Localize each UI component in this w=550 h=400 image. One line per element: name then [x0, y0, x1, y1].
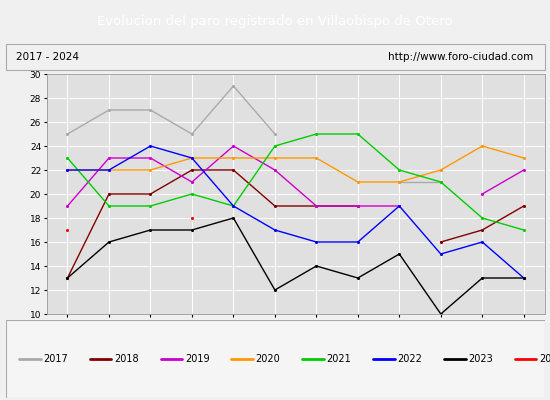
- Text: 2021: 2021: [327, 354, 351, 364]
- Text: 2017: 2017: [43, 354, 68, 364]
- Text: 2024: 2024: [539, 354, 550, 364]
- Text: 2020: 2020: [256, 354, 280, 364]
- Text: 2019: 2019: [185, 354, 210, 364]
- Text: Evolucion del paro registrado en Villaobispo de Otero: Evolucion del paro registrado en Villaob…: [97, 15, 453, 28]
- Text: 2018: 2018: [114, 354, 139, 364]
- Bar: [6, 44, 544, 70]
- Text: 2022: 2022: [398, 354, 422, 364]
- Text: 2023: 2023: [468, 354, 493, 364]
- Text: 2017 - 2024: 2017 - 2024: [16, 52, 80, 62]
- Text: http://www.foro-ciudad.com: http://www.foro-ciudad.com: [388, 52, 534, 62]
